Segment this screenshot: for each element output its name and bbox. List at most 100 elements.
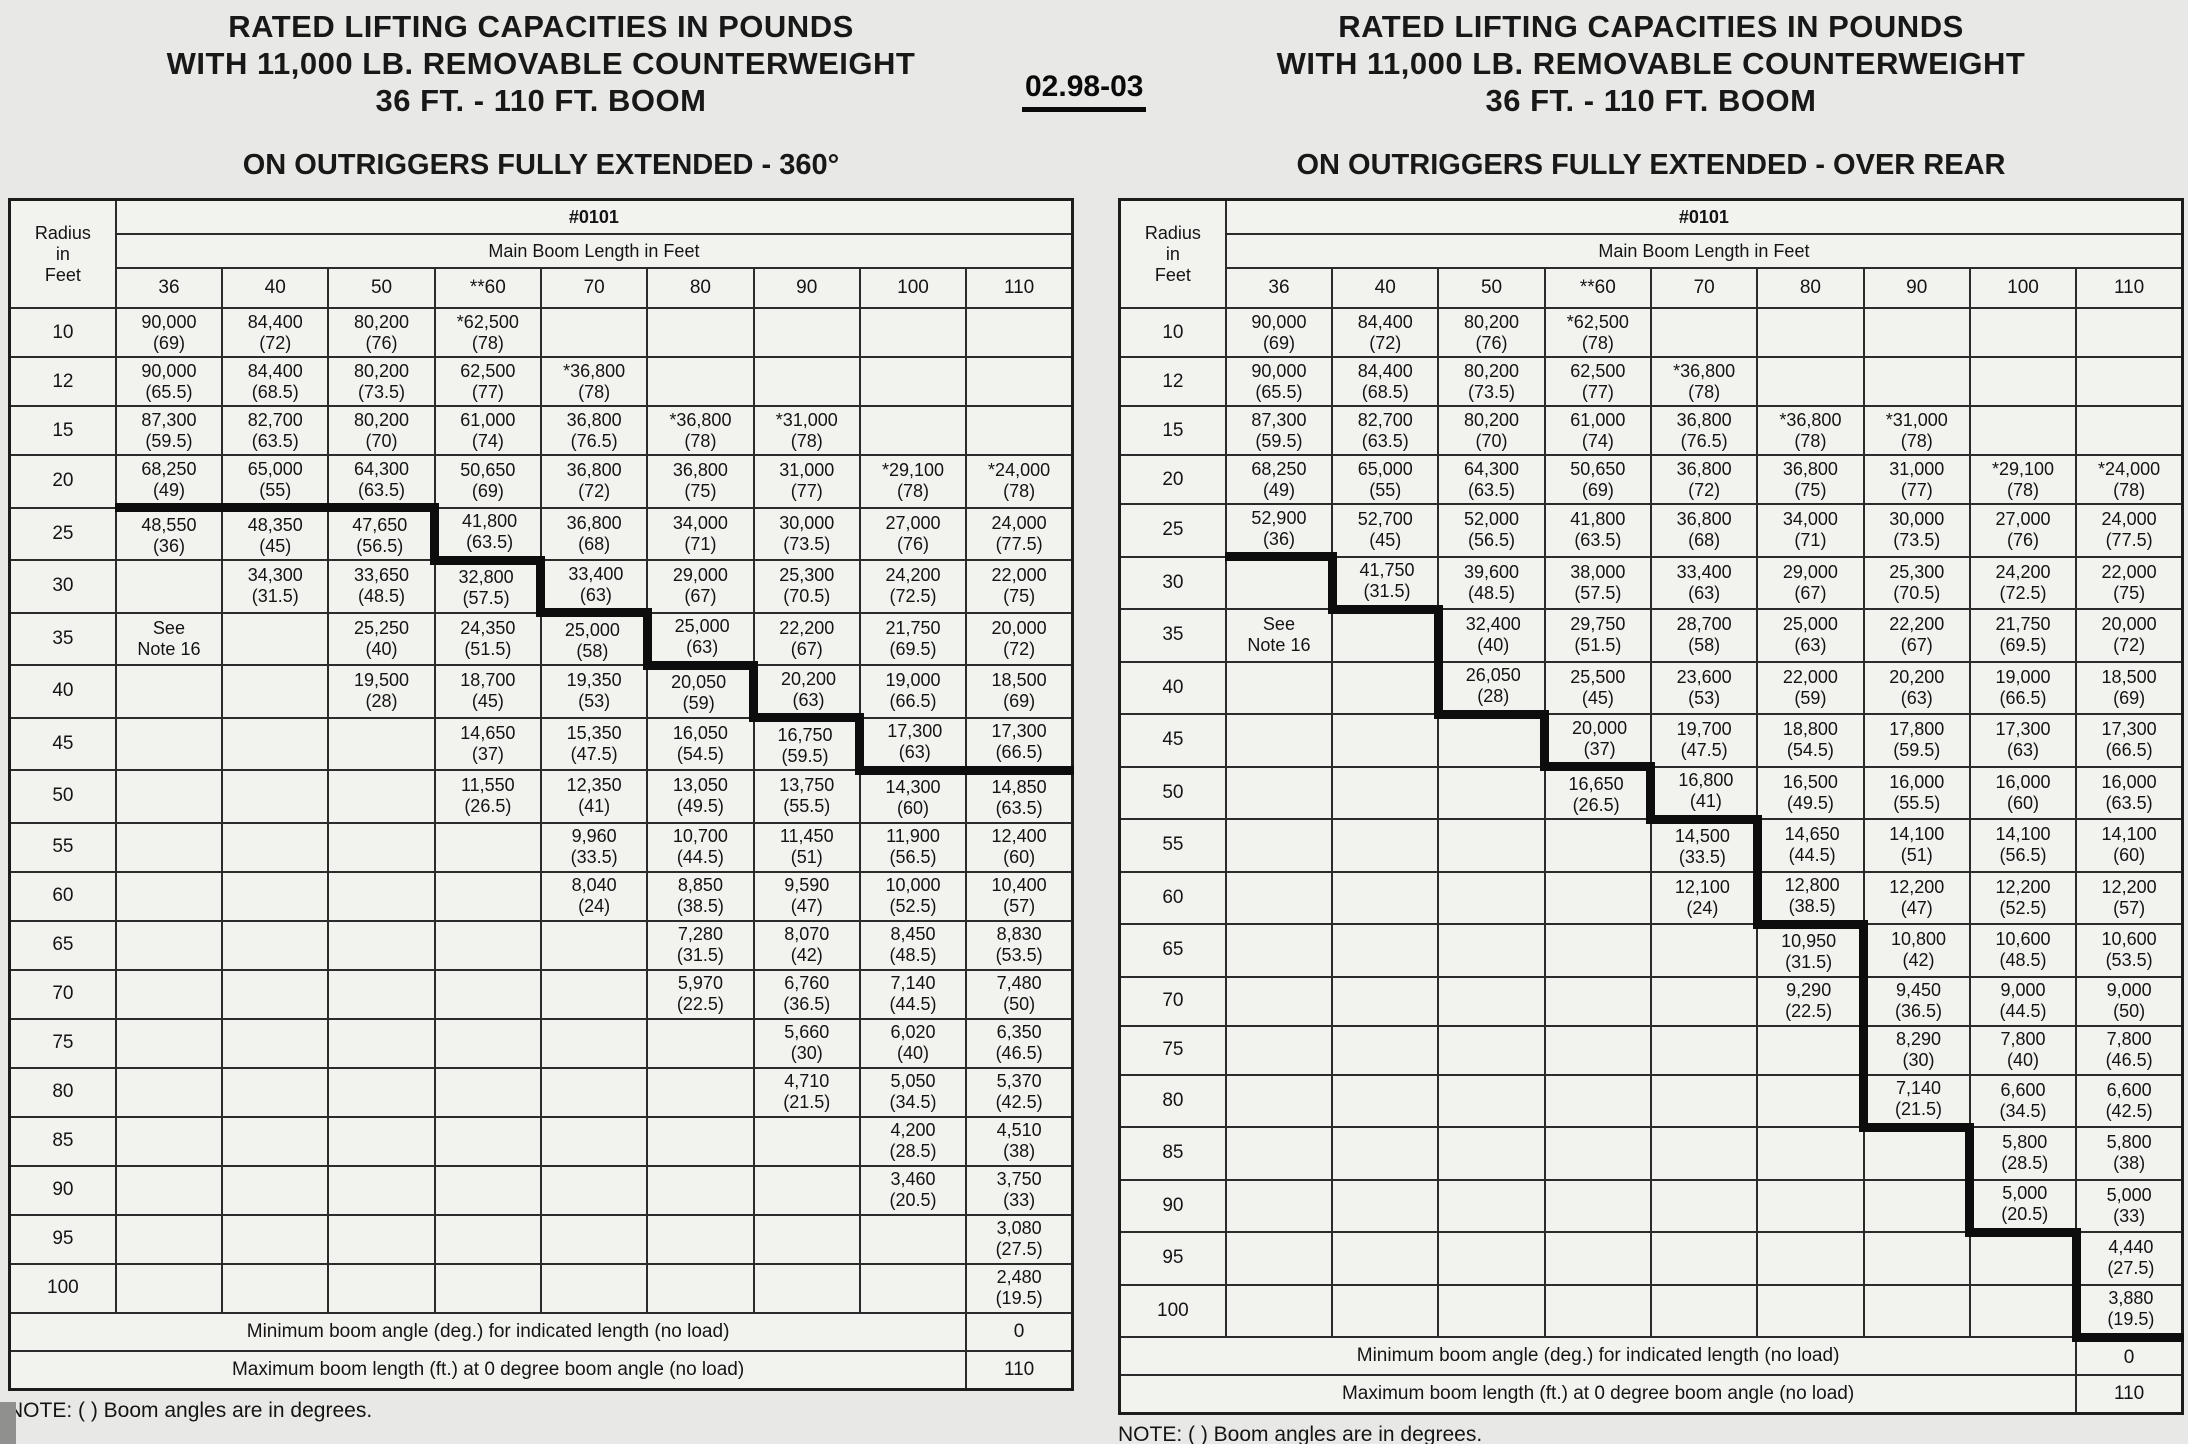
capacity-cell: 5,050 (34.5) [858,1066,968,1118]
capacity-cell: 29,000 (67) [646,559,755,614]
capacity-cell: 33,650 (48.5) [327,559,436,614]
empty-cell [221,1017,330,1069]
capacity-cell: 36,800 (76.5) [1649,405,1759,456]
footer-value: 0 [965,1311,1074,1352]
empty-cell [1968,1283,2081,1338]
capacity-cell: 3,880 (19.5) [2075,1283,2184,1342]
boom-angle-value: (27.5) [995,1239,1043,1259]
boom-angle-value: (51.5) [464,638,512,659]
capacity-value: 20,000 [2101,614,2157,635]
capacity-value: 16,800 [1678,770,1734,790]
capacity-cell: 5,000 (20.5) [1968,1178,2078,1237]
boom-angle-value: (67) [1794,582,1827,603]
empty-cell [1543,1024,1652,1076]
boom-angle-value: (77.5) [995,533,1043,554]
boom-angle-value: (28.5) [889,1141,937,1161]
empty-cell [1331,923,1440,978]
boom-angle-value: (51) [1900,845,1933,866]
capacity-value: 41,750 [1359,560,1415,580]
capacity-value: 64,300 [1464,458,1520,479]
empty-cell [1968,1231,2081,1286]
footer-label: Maximum boom length (ft.) at 0 degree bo… [1118,1374,2078,1415]
capacity-cell: 24,350 (51.5) [433,611,542,666]
boom-length-column-header: 50 [1437,267,1546,309]
boom-angle-value: (59.5) [781,745,829,766]
capacity-cell: 36,800 (72) [539,454,649,509]
capacity-cell: 14,100 (51) [1862,818,1971,873]
radius-cell: 30 [8,559,117,614]
boom-angle-value: (20.5) [2001,1204,2049,1224]
capacity-cell: 25,500 (45) [1543,660,1652,715]
capacity-row: 85 5,800 (28.5) 5,800 (38) [1118,1126,2184,1181]
capacity-cell: 87,300 (59.5) [114,405,224,456]
capacity-value: 2,480 [996,1267,1042,1287]
empty-cell [433,870,542,922]
boom-angle-value: (38.5) [1788,896,1836,916]
empty-cell [539,919,649,971]
capacity-row: 35 See Note 16 25,250 (40) 24,350 (51.5) 25,000… [8,611,1074,670]
empty-cell [1224,765,1334,820]
empty-cell [327,968,436,1020]
empty-cell [433,1164,542,1216]
empty-cell [114,1066,224,1118]
capacity-value: 9,000 [2106,980,2152,1000]
table-title-360: RATED LIFTING CAPACITIES IN POUNDS WITH … [8,8,1074,119]
capacity-value: 11,550 [460,775,515,796]
boom-angle-value: (19.5) [995,1288,1043,1308]
boom-angle-value: (48.5) [1468,582,1516,603]
boom-angle-value: (40) [897,1043,930,1063]
boom-angle-value: (74) [1581,430,1614,451]
capacity-value: 41,800 [1570,509,1626,530]
boom-angle-value: (72.5) [1999,582,2047,603]
boom-angle-value: (63) [1794,635,1827,656]
radius-cell: 50 [1118,765,1227,820]
capacity-value: 36,800 [1676,409,1732,430]
boom-angle-value: (52.5) [1999,897,2047,918]
empty-cell [752,1115,861,1167]
capacity-value: 7,140 [890,973,936,993]
radius-cell: 70 [8,968,117,1020]
boom-angle-value: (72) [1003,638,1036,659]
boom-length-column-header: 36 [1224,267,1334,309]
capacity-value: 15,350 [566,722,622,743]
capacity-cell: 48,350 (45) [221,506,330,561]
capacity-cell: 17,800 (59.5) [1862,713,1971,768]
capacity-cell: 12,200 (57) [2075,870,2184,925]
empty-cell [539,1213,649,1265]
boom-angle-value: Note 16 [137,638,201,659]
capacity-value: 29,000 [672,565,728,586]
boom-angle-value: (77) [790,481,823,502]
capacity-cell: 24,000 (77.5) [965,506,1074,561]
capacity-cell: 27,000 (76) [858,506,968,561]
capacity-cell: *29,100 (78) [858,454,968,509]
capacity-value: 12,200 [1995,876,2051,897]
empty-cell [221,611,330,666]
capacity-cell: 22,000 (75) [2075,555,2184,610]
capacity-value: 34,300 [247,565,303,586]
capacity-value: 29,750 [1570,614,1626,635]
capacity-cell: 12,100 (24) [1649,870,1762,925]
capacity-cell: *24,000 (78) [965,454,1074,509]
capacity-value: 32,400 [1465,614,1521,635]
footer-value: 110 [2075,1374,2184,1415]
capacity-value: 87,300 [141,409,197,430]
capacity-cell: 32,800 (57.5) [433,559,546,614]
empty-cell [433,1262,542,1314]
capacity-cell: 19,000 (66.5) [1968,660,2078,715]
empty-cell [1756,356,1865,407]
capacity-cell: 52,700 (45) [1331,503,1440,558]
capacity-cell: 29,750 (51.5) [1543,608,1652,663]
boom-angle-value: (74) [471,430,504,451]
empty-cell [646,1115,755,1167]
footer-row: Maximum boom length (ft.) at 0 degree bo… [1118,1374,2184,1415]
capacity-cell: 14,100 (56.5) [1968,818,2078,873]
empty-cell [114,1262,224,1314]
table-title-over-rear: RATED LIFTING CAPACITIES IN POUNDS WITH … [1118,8,2184,119]
capacity-cell: 16,000 (60) [1968,765,2078,820]
capacity-cell: 20,000 (72) [2075,608,2184,663]
capacity-value: 36,800 [1782,458,1838,479]
empty-cell [221,716,330,771]
empty-cell [433,1213,542,1265]
boom-angle-value: (38.5) [676,896,724,916]
